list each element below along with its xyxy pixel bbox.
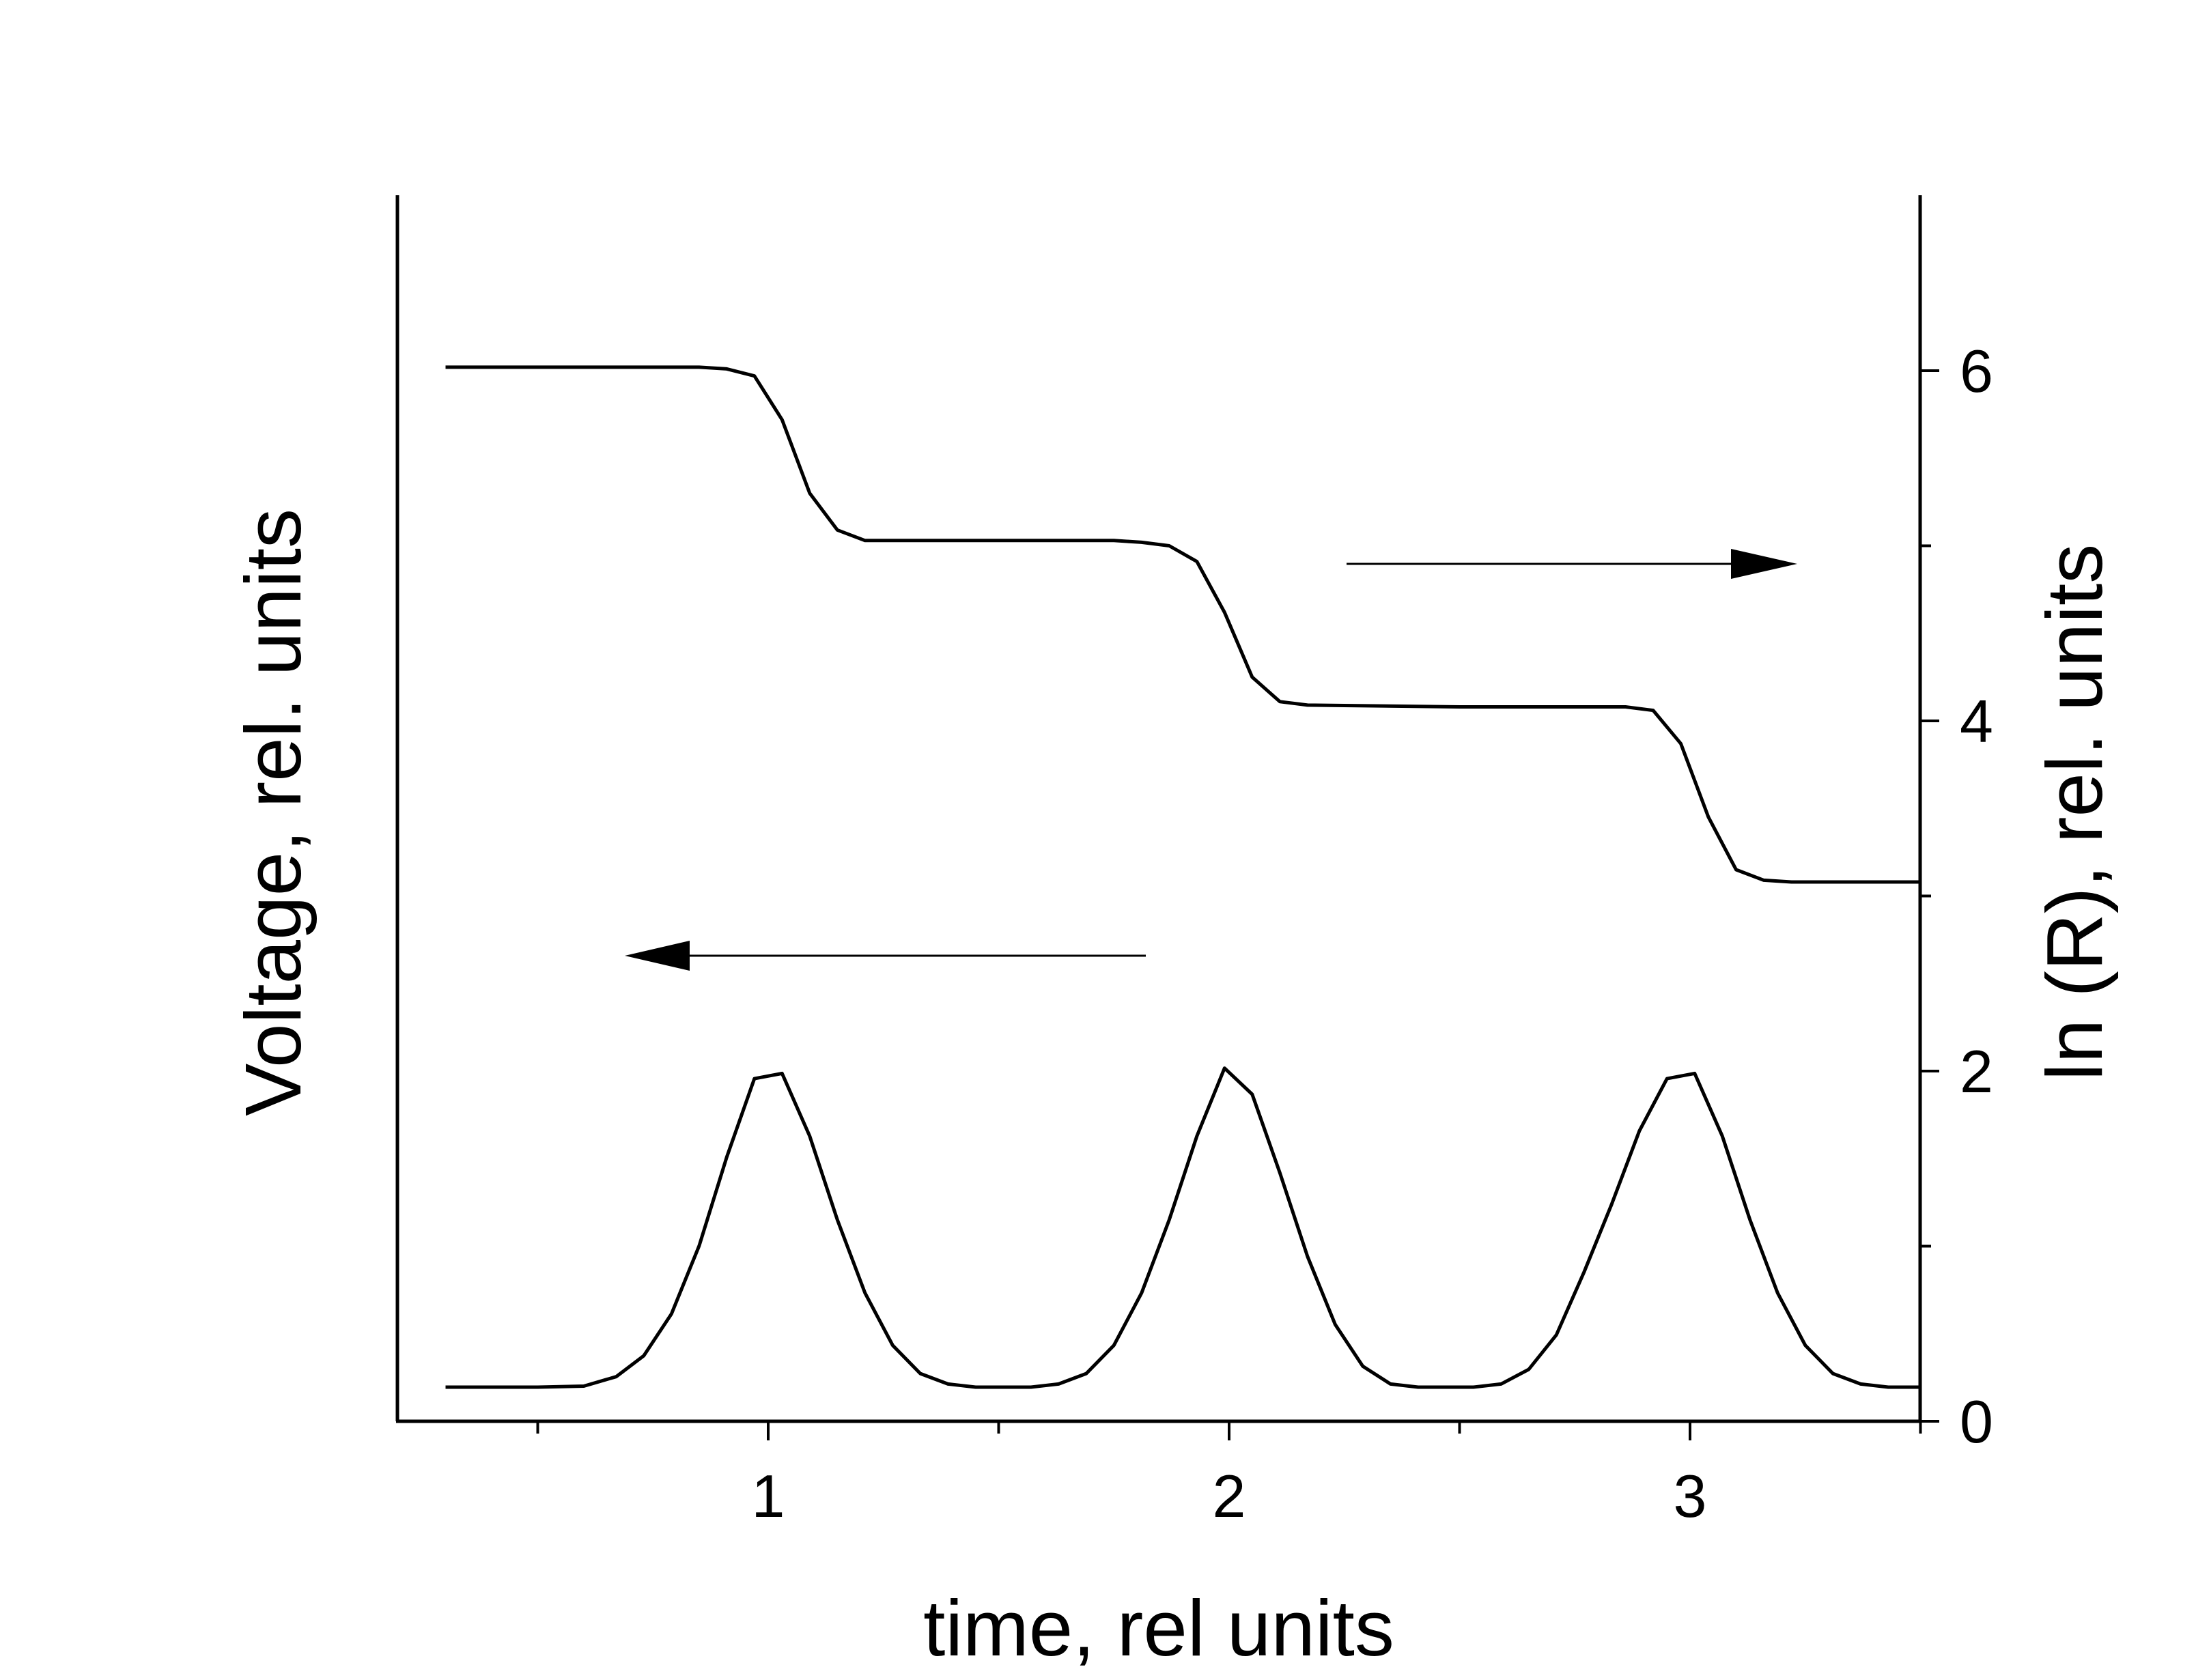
series-group [445,365,1921,1389]
right-y-tick-label: 2 [1960,1038,1993,1105]
series-line-right-axis [445,365,1921,884]
right-y-ticks: 0 2 4 6 [1920,337,1993,1455]
right-y-tick-label: 4 [1960,687,1993,755]
right-y-axis-title: ln (R), rel. units [2030,544,2119,1081]
x-ticks: 1 2 3 [536,1421,1922,1530]
right-arrow-head [1731,549,1797,579]
left-y-axis-title: Voltage, rel. units [229,509,318,1116]
x-tick-label: 3 [1674,1462,1707,1530]
x-tick-label: 1 [752,1462,785,1530]
x-tick-label: 2 [1213,1462,1246,1530]
series-line-left-axis [445,1066,1921,1389]
left-arrow-head [625,941,690,971]
axis-arrows [625,549,1797,971]
right-y-tick-label: 6 [1960,337,1993,405]
x-axis-title: time, rel units [923,1584,1394,1672]
right-y-tick-label: 0 [1960,1388,1993,1455]
